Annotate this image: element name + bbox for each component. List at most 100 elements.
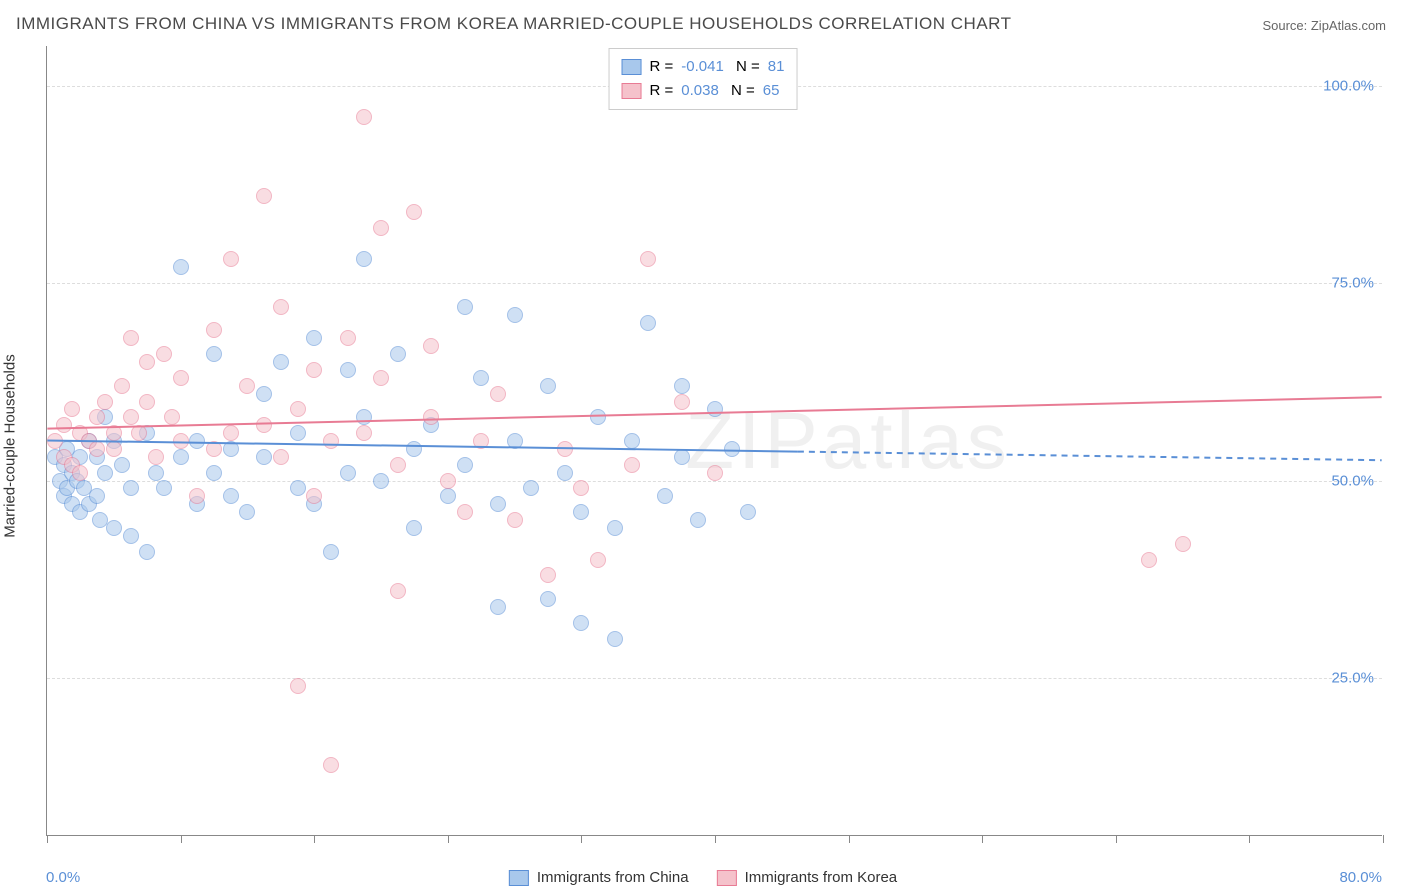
- x-tick: [1116, 835, 1117, 843]
- data-point: [189, 488, 205, 504]
- data-point: [640, 315, 656, 331]
- data-point: [724, 441, 740, 457]
- data-point: [523, 480, 539, 496]
- data-point: [423, 338, 439, 354]
- data-point: [624, 457, 640, 473]
- data-point: [273, 299, 289, 315]
- n-label: N =: [732, 55, 760, 79]
- r-label: R =: [650, 79, 674, 103]
- data-point: [206, 441, 222, 457]
- data-point: [1141, 552, 1157, 568]
- data-point: [139, 544, 155, 560]
- data-point: [123, 330, 139, 346]
- data-point: [340, 362, 356, 378]
- data-point: [89, 441, 105, 457]
- data-point: [123, 528, 139, 544]
- data-point: [106, 520, 122, 536]
- swatch-china: [622, 59, 642, 75]
- data-point: [323, 757, 339, 773]
- x-tick: [181, 835, 182, 843]
- data-point: [206, 465, 222, 481]
- x-tick: [1383, 835, 1384, 843]
- data-point: [164, 409, 180, 425]
- data-point: [573, 504, 589, 520]
- data-point: [290, 401, 306, 417]
- data-point: [390, 583, 406, 599]
- data-point: [89, 409, 105, 425]
- legend-row-china: R = -0.041 N = 81: [622, 55, 785, 79]
- data-point: [223, 441, 239, 457]
- data-point: [1175, 536, 1191, 552]
- data-point: [173, 433, 189, 449]
- data-point: [323, 433, 339, 449]
- trendlines-svg: [47, 46, 1382, 835]
- gridline: [47, 481, 1382, 482]
- data-point: [340, 465, 356, 481]
- y-tick-label: 75.0%: [1331, 275, 1374, 292]
- data-point: [373, 220, 389, 236]
- data-point: [206, 322, 222, 338]
- data-point: [490, 496, 506, 512]
- data-point: [148, 465, 164, 481]
- data-point: [457, 299, 473, 315]
- data-point: [156, 480, 172, 496]
- data-point: [239, 378, 255, 394]
- y-tick-label: 100.0%: [1323, 77, 1374, 94]
- data-point: [89, 488, 105, 504]
- data-point: [457, 457, 473, 473]
- data-point: [47, 433, 63, 449]
- data-point: [206, 346, 222, 362]
- data-point: [106, 425, 122, 441]
- data-point: [340, 330, 356, 346]
- data-point: [740, 504, 756, 520]
- data-point: [106, 441, 122, 457]
- data-point: [373, 473, 389, 489]
- data-point: [139, 354, 155, 370]
- data-point: [290, 425, 306, 441]
- data-point: [557, 441, 573, 457]
- data-point: [256, 188, 272, 204]
- data-point: [590, 409, 606, 425]
- data-point: [256, 386, 272, 402]
- data-point: [390, 457, 406, 473]
- data-point: [123, 480, 139, 496]
- data-point: [123, 409, 139, 425]
- data-point: [173, 370, 189, 386]
- data-point: [223, 251, 239, 267]
- data-point: [507, 512, 523, 528]
- data-point: [173, 449, 189, 465]
- r-value-china: -0.041: [681, 55, 724, 79]
- data-point: [573, 615, 589, 631]
- data-point: [707, 401, 723, 417]
- data-point: [540, 378, 556, 394]
- data-point: [540, 567, 556, 583]
- data-point: [406, 204, 422, 220]
- data-point: [189, 433, 205, 449]
- data-point: [707, 465, 723, 481]
- y-axis-title: Married-couple Households: [2, 354, 19, 537]
- data-point: [423, 409, 439, 425]
- data-point: [114, 378, 130, 394]
- data-point: [356, 251, 372, 267]
- data-point: [56, 417, 72, 433]
- data-point: [97, 465, 113, 481]
- r-label: R =: [650, 55, 674, 79]
- data-point: [624, 433, 640, 449]
- data-point: [223, 425, 239, 441]
- x-tick: [715, 835, 716, 843]
- data-point: [239, 504, 255, 520]
- data-point: [406, 520, 422, 536]
- data-point: [114, 457, 130, 473]
- data-point: [323, 544, 339, 560]
- data-point: [674, 449, 690, 465]
- data-point: [290, 678, 306, 694]
- x-tick: [1249, 835, 1250, 843]
- data-point: [690, 512, 706, 528]
- data-point: [131, 425, 147, 441]
- data-point: [256, 417, 272, 433]
- data-point: [507, 433, 523, 449]
- data-point: [356, 409, 372, 425]
- data-point: [507, 307, 523, 323]
- x-tick: [448, 835, 449, 843]
- data-point: [640, 251, 656, 267]
